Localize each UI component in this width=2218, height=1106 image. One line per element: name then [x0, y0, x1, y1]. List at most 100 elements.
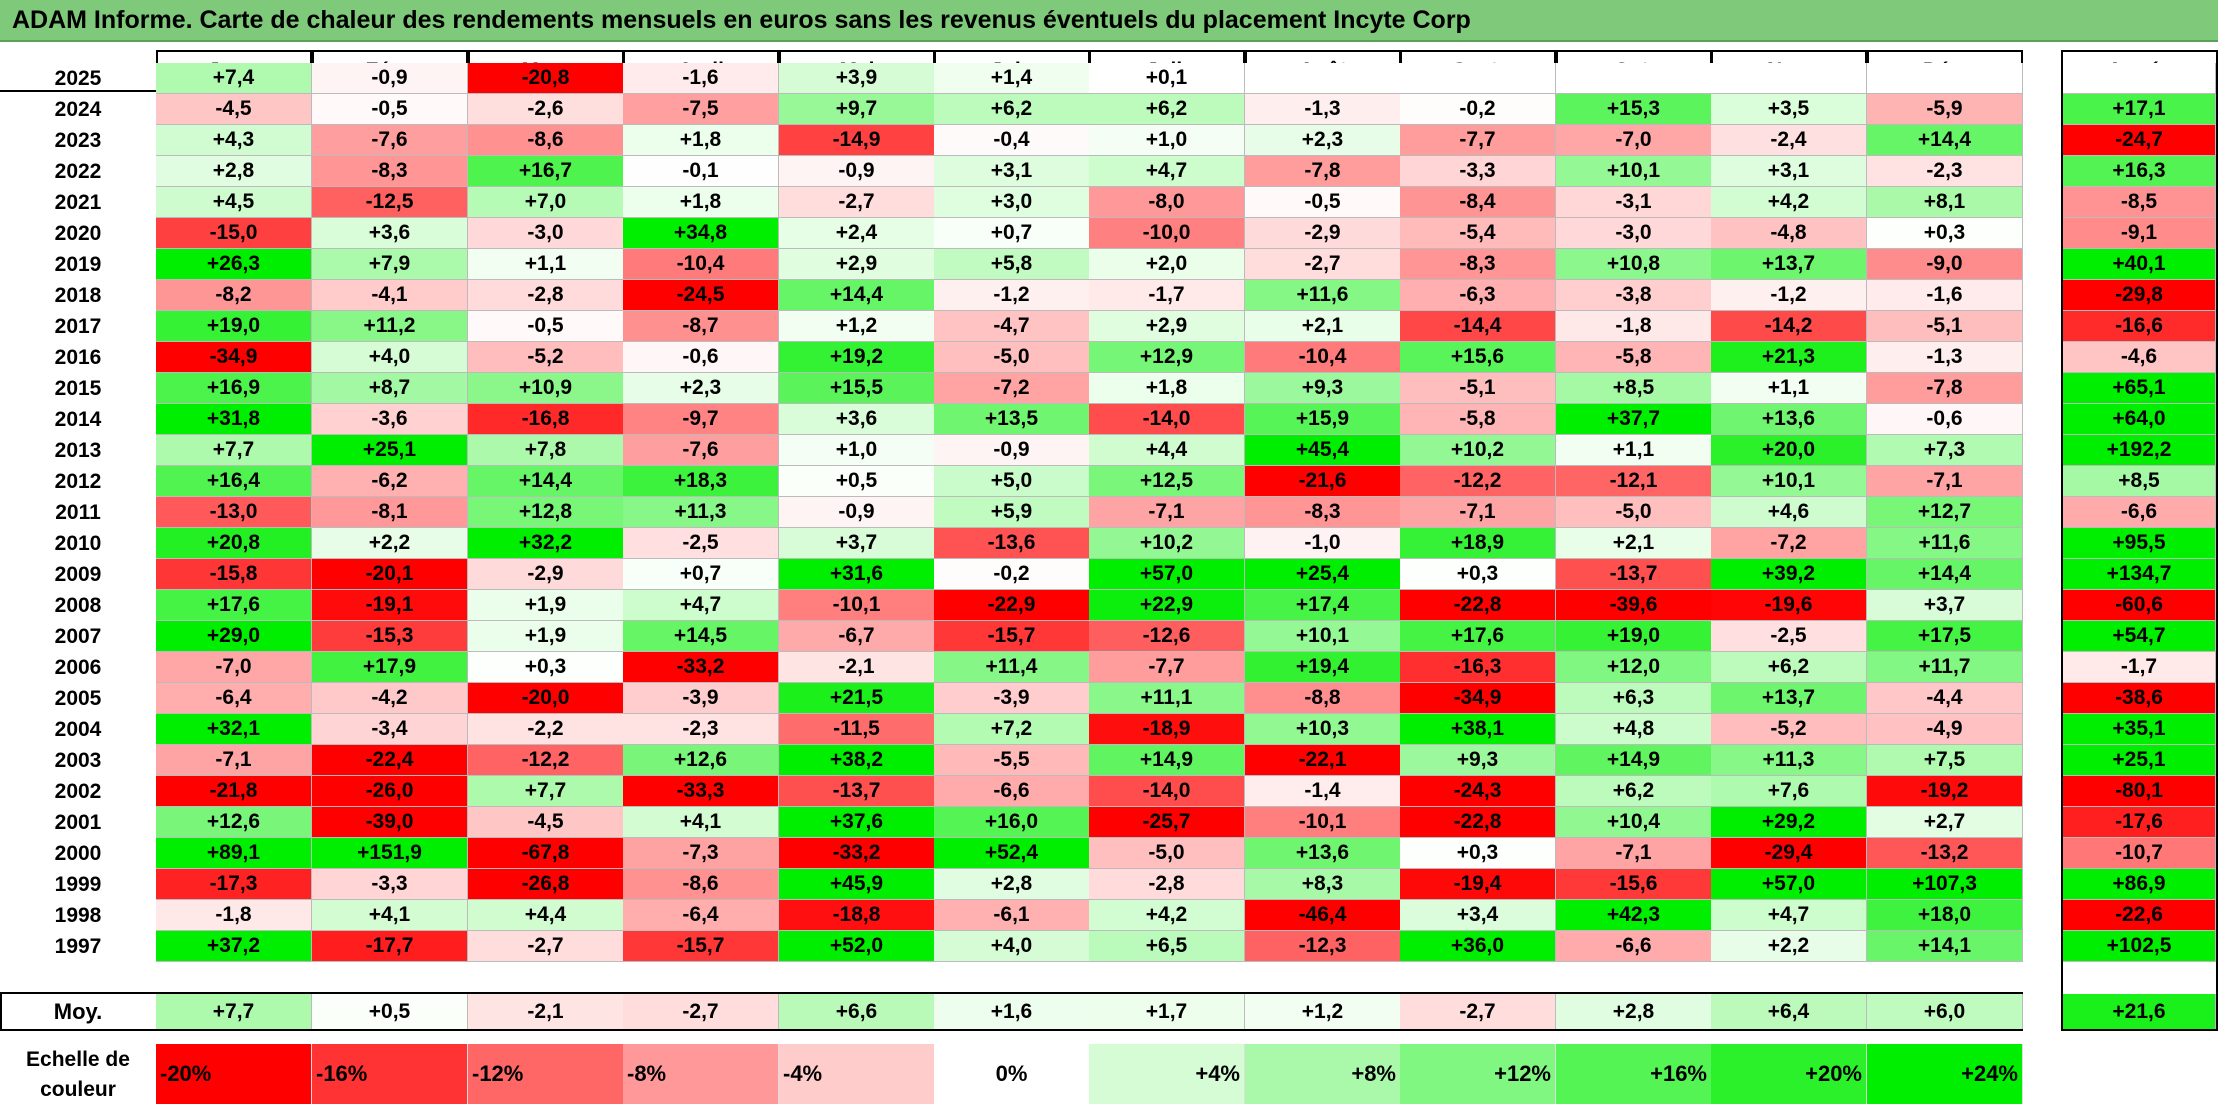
heatmap-cell: -2,9: [468, 559, 624, 590]
heatmap-cell: +3,6: [779, 404, 935, 435]
heatmap-cell: -7,0: [1556, 125, 1712, 156]
heatmap-cell: +17,5: [1867, 621, 2023, 652]
average-cell: +7,7: [156, 994, 312, 1029]
heatmap-cell: -12,6: [1089, 621, 1245, 652]
heatmap-cell: -12,5: [312, 187, 468, 218]
heatmap-cell: -20,1: [312, 559, 468, 590]
average-cell: -2,7: [1400, 994, 1556, 1029]
heatmap-cell: -4,8: [1711, 218, 1867, 249]
heatmap-cell: -39,0: [312, 807, 468, 838]
heatmap-cell: -21,8: [156, 776, 312, 807]
year-label: 2020: [54, 221, 102, 245]
year-label: 2024: [54, 97, 102, 121]
average-cell: +0,5: [312, 994, 468, 1029]
heatmap-cell: +7,0: [468, 187, 624, 218]
heatmap-cell: +4,7: [1089, 156, 1245, 187]
heatmap-cell: +16,0: [934, 807, 1090, 838]
heatmap-cell: -1,6: [623, 63, 779, 94]
heatmap-cell: -8,3: [1245, 497, 1401, 528]
year-label: 2007: [54, 624, 102, 648]
heatmap-cell: +1,1: [468, 249, 624, 280]
heatmap-cell: +11,7: [1867, 652, 2023, 683]
heatmap-cell: -2,9: [1245, 218, 1401, 249]
heatmap-cell: +89,1: [156, 838, 312, 869]
heatmap-cell: [1711, 63, 1867, 94]
heatmap-cell: -8,3: [1400, 249, 1556, 280]
heatmap-cell: -8,6: [623, 869, 779, 900]
heatmap-cell: +19,0: [1556, 621, 1712, 652]
annual-cell: +95,5: [2063, 528, 2216, 559]
year-label: 2025: [54, 66, 102, 90]
heatmap-cell: +4,4: [468, 900, 624, 931]
heatmap-cell: -7,2: [934, 373, 1090, 404]
heatmap-cell: -8,7: [623, 311, 779, 342]
heatmap-cell: +10,9: [468, 373, 624, 404]
heatmap-cell: +2,8: [156, 156, 312, 187]
heatmap-cell: +2,9: [779, 249, 935, 280]
heatmap-cell: +15,5: [779, 373, 935, 404]
heatmap-cell: +3,0: [934, 187, 1090, 218]
heatmap-cell: -1,6: [1867, 280, 2023, 311]
year-label: 2008: [54, 593, 102, 617]
heatmap-cell: -0,2: [1400, 94, 1556, 125]
annual-cell: +86,9: [2063, 869, 2216, 900]
year-label: 2002: [54, 779, 102, 803]
color-scale-step: -8%: [623, 1044, 779, 1104]
heatmap-cell: -0,6: [1867, 404, 2023, 435]
heatmap-cell: -7,0: [156, 652, 312, 683]
average-cell: +6,6: [779, 994, 935, 1029]
heatmap-cell: -13,6: [934, 528, 1090, 559]
heatmap-cell: +45,4: [1245, 435, 1401, 466]
heatmap-cell: +4,6: [1711, 497, 1867, 528]
year-label: 2017: [54, 314, 102, 338]
heatmap-cell: -7,6: [312, 125, 468, 156]
heatmap-cell: +3,4: [1400, 900, 1556, 931]
year-label: 2005: [54, 686, 102, 710]
annual-cell: +65,1: [2063, 373, 2216, 404]
heatmap-cell: +12,8: [468, 497, 624, 528]
heatmap-cell: -15,0: [156, 218, 312, 249]
heatmap-cell: +12,9: [1089, 342, 1245, 373]
heatmap-cell: -2,8: [1089, 869, 1245, 900]
heatmap-cell: +8,5: [1556, 373, 1712, 404]
heatmap-cell: +10,2: [1400, 435, 1556, 466]
average-cell: -2,1: [468, 994, 624, 1029]
heatmap-cell: -16,3: [1400, 652, 1556, 683]
heatmap-cell: -2,2: [468, 714, 624, 745]
heatmap-cell: +18,9: [1400, 528, 1556, 559]
heatmap-cell: +37,7: [1556, 404, 1712, 435]
annual-cell: +134,7: [2063, 559, 2216, 590]
heatmap-cell: -3,3: [1400, 156, 1556, 187]
heatmap-cell: -22,9: [934, 590, 1090, 621]
heatmap-cell: -1,3: [1245, 94, 1401, 125]
heatmap-cell: +32,1: [156, 714, 312, 745]
year-label: 2001: [54, 810, 102, 834]
heatmap-cell: +6,2: [1711, 652, 1867, 683]
heatmap-cell: +9,7: [779, 94, 935, 125]
heatmap-cell: -17,3: [156, 869, 312, 900]
year-label: 2014: [54, 407, 102, 431]
heatmap-cell: -19,6: [1711, 590, 1867, 621]
heatmap-cell: -15,7: [623, 931, 779, 962]
heatmap-cell: +0,5: [779, 466, 935, 497]
heatmap-cell: -1,3: [1867, 342, 2023, 373]
year-label: 2016: [54, 345, 102, 369]
heatmap-cell: -9,0: [1867, 249, 2023, 280]
heatmap-cell: -5,9: [1867, 94, 2023, 125]
heatmap-cell: +45,9: [779, 869, 935, 900]
heatmap-cell: -11,5: [779, 714, 935, 745]
heatmap-cell: -2,7: [1245, 249, 1401, 280]
year-label: 2004: [54, 717, 102, 741]
heatmap-cell: +0,3: [1400, 838, 1556, 869]
heatmap-cell: -5,5: [934, 745, 1090, 776]
heatmap-cell: +7,3: [1867, 435, 2023, 466]
heatmap-cell: +39,2: [1711, 559, 1867, 590]
heatmap-cell: -20,0: [468, 683, 624, 714]
color-scale-label: Echelle de couleur: [26, 1048, 130, 1101]
heatmap-cell: -13,2: [1867, 838, 2023, 869]
heatmap-cell: -4,2: [312, 683, 468, 714]
heatmap-cell: +2,2: [1711, 931, 1867, 962]
heatmap-cell: -2,3: [623, 714, 779, 745]
heatmap-cell: -0,9: [779, 156, 935, 187]
heatmap-cell: -7,7: [1400, 125, 1556, 156]
